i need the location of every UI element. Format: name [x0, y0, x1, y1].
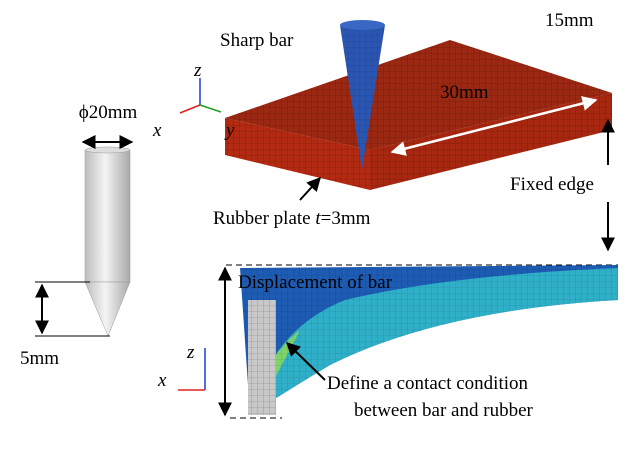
axis-x: x — [152, 120, 162, 141]
plate-name: Rubber plate — [213, 208, 315, 229]
sharp-bar-label: Sharp bar — [220, 30, 294, 51]
length-label: 30mm — [440, 82, 489, 103]
contact-line-1: Define a contact condition — [327, 373, 529, 394]
width-label: 15mm — [545, 10, 594, 31]
bar-drawing — [35, 142, 132, 336]
axes-icon — [180, 78, 221, 113]
axis-x-bottom: x — [157, 370, 167, 391]
contact-line-2: between bar and rubber — [354, 400, 534, 421]
axis-y: y — [224, 120, 235, 141]
displacement-label: Displacement of bar — [238, 272, 393, 293]
axis-z: z — [193, 60, 202, 81]
plate-thickness: =3mm — [321, 208, 371, 229]
figure: ϕ20mm 5mm Sharp bar 15mm 30mm Fixed edge… — [0, 0, 626, 453]
diameter-label: ϕ20mm — [79, 102, 138, 123]
fixed-edge-label: Fixed edge — [510, 174, 594, 195]
plate-label: Rubber plate t=3mm — [213, 208, 371, 229]
tip-length-label: 5mm — [20, 348, 59, 369]
axis-z-bottom: z — [186, 342, 195, 363]
